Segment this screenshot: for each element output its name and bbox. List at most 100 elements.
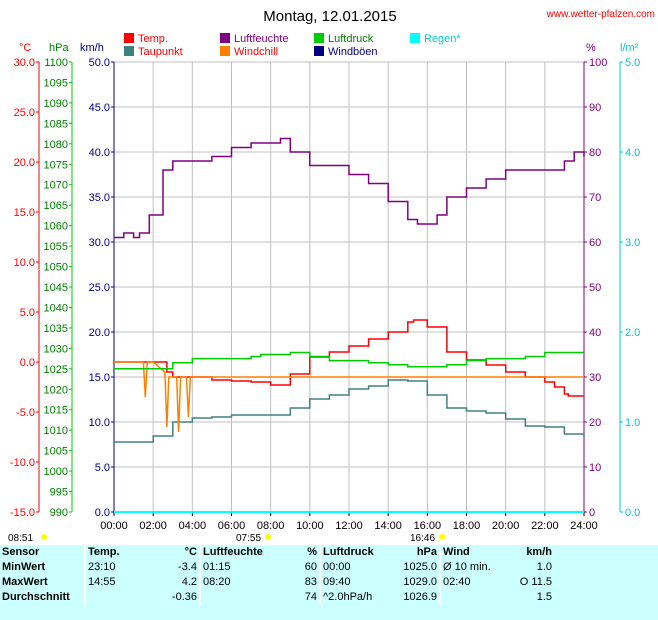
legend-swatch-gusts <box>314 46 324 56</box>
axes <box>36 61 623 516</box>
chart-title: Montag, 12.01.2015 <box>263 8 396 25</box>
pressure-tick-label: 1060 <box>44 221 68 233</box>
series-windchill <box>114 361 584 433</box>
cell-press-time: 00:00 <box>319 560 380 575</box>
hdr-humidity: Luftfeuchte <box>199 545 270 560</box>
rain-tick-label: 3.0 <box>625 237 640 249</box>
wind-tick-label: 45.0 <box>89 102 110 114</box>
wind-tick-label: 5.0 <box>95 462 110 474</box>
pressure-tick-label: 1090 <box>44 98 68 110</box>
cell-temp-value: -0.36 <box>171 591 197 603</box>
weather-chart: Montag, 12.01.2015 www.wetter-pfalzen.co… <box>8 8 655 544</box>
humidity-tick-label: 90 <box>589 102 601 114</box>
pressure-tick-label: 1100 <box>44 57 68 69</box>
table-row: MinWert 23:10 -3.4 01:15 60 00:00 1025.0… <box>0 560 554 575</box>
pressure-tick-label: 1015 <box>44 405 68 417</box>
wind-tick-label: 0.0 <box>95 507 110 519</box>
humidity-tick-label: 50 <box>589 282 601 294</box>
hdr-temp: Temp. <box>84 545 140 560</box>
legend-rain: Regen* <box>424 33 461 45</box>
wind-tick-label: 30.0 <box>89 237 110 249</box>
wind-tick-label: 35.0 <box>89 192 110 204</box>
cell-hum-value: 74 <box>304 591 317 603</box>
source-link[interactable]: www.wetter-pfalzen.com <box>546 9 655 20</box>
rain-tick-label: 4.0 <box>625 147 640 159</box>
cell-temp-value: 4.2 <box>181 576 197 588</box>
pressure-tick-label: 1000 <box>44 466 68 478</box>
temp-tick-label: -5.0 <box>16 407 35 419</box>
rain-tick-label: 1.0 <box>625 417 640 429</box>
series-luftfeuchte <box>114 137 585 239</box>
temp-tick-label: 20.0 <box>14 157 35 169</box>
legend-swatch-humidity <box>220 33 230 43</box>
temp-tick-label: 10.0 <box>14 257 35 269</box>
x-tick-label: 02:00 <box>139 520 167 532</box>
humidity-tick-label: 70 <box>589 192 601 204</box>
temp-tick-label: 15.0 <box>14 207 35 219</box>
pressure-tick-label: 1005 <box>44 446 68 458</box>
pressure-tick-label: 1050 <box>44 262 68 274</box>
grid <box>113 61 585 513</box>
pressure-tick-label: 995 <box>50 487 68 499</box>
rain-tick-label: 5.0 <box>625 57 640 69</box>
wind-tick-label: 15.0 <box>89 372 110 384</box>
temp-tick-label: -10.0 <box>10 457 35 469</box>
sunset-icon <box>439 534 445 540</box>
cell-temp-time: 14:55 <box>84 575 140 590</box>
cell-wind-value: O 11.5 <box>519 576 552 588</box>
wind-axis-label: km/h <box>80 42 104 54</box>
x-tick-label: 14:00 <box>374 520 402 532</box>
pressure-tick-label: 1030 <box>44 343 68 355</box>
cell-press-time: ^2.0hPa/h <box>319 590 380 605</box>
pressure-tick-label: 1055 <box>44 241 68 253</box>
x-tick-label: 08:00 <box>257 520 285 532</box>
cell-press-time: 09:40 <box>319 575 380 590</box>
legend-temp: Temp. <box>138 33 168 45</box>
wind-tick-label: 25.0 <box>89 282 110 294</box>
temp-tick-label: 30.0 <box>14 57 35 69</box>
cell-wind-label: 02:40 <box>439 575 500 590</box>
sun-noon-icon <box>265 534 271 540</box>
legend-windchill: Windchill <box>234 46 278 58</box>
humidity-tick-label: 0 <box>589 507 595 519</box>
cell-wind-label <box>439 590 500 605</box>
cell-hum-value: 83 <box>304 576 317 588</box>
legend: Temp. Luftfeuchte Luftdruck Regen* Taupu… <box>124 33 461 58</box>
cell-press-value: 1025.0 <box>403 561 437 573</box>
table-row: MaxWert 14:55 4.2 08:20 83 09:40 1029.0 … <box>0 575 554 590</box>
cell-hum-time <box>199 590 270 605</box>
hdr-sensor: Sensor <box>2 546 40 558</box>
temp-axis-label: °C <box>19 42 31 54</box>
pressure-tick-label: 1085 <box>44 118 68 130</box>
cell-press-value: 1029.0 <box>403 576 437 588</box>
temp-tick-label: 0.0 <box>20 357 35 369</box>
cell-hum-time: 01:15 <box>199 560 270 575</box>
humidity-tick-label: 30 <box>589 372 601 384</box>
hdr-pressure: Luftdruck <box>319 545 380 560</box>
humidity-tick-label: 20 <box>589 417 601 429</box>
pressure-tick-label: 1025 <box>44 364 68 376</box>
humidity-tick-label: 40 <box>589 327 601 339</box>
pressure-tick-label: 1070 <box>44 180 68 192</box>
humidity-tick-label: 80 <box>589 147 601 159</box>
legend-gusts: Windböen <box>328 46 378 58</box>
pressure-tick-label: 1010 <box>44 425 68 437</box>
x-tick-label: 00:00 <box>100 520 128 532</box>
noon-time: 07:55 <box>236 533 261 544</box>
sunset-time: 16:46 <box>410 533 435 544</box>
cell-wind-label: Ø 10 min. <box>439 560 500 575</box>
humidity-tick-label: 10 <box>589 462 601 474</box>
data-series <box>114 137 585 513</box>
legend-pressure: Luftdruck <box>328 33 374 45</box>
pressure-tick-label: 1035 <box>44 323 68 335</box>
cell-wind-value: 1.0 <box>536 561 552 573</box>
x-tick-label: 24:00 <box>570 520 598 532</box>
wind-tick-label: 20.0 <box>89 327 110 339</box>
pressure-tick-label: 990 <box>50 507 68 519</box>
pressure-tick-label: 1045 <box>44 282 68 294</box>
legend-swatch-pressure <box>314 33 324 43</box>
pressure-tick-label: 1080 <box>44 139 68 151</box>
cell-press-value: 1026.9 <box>403 591 437 603</box>
cell-temp-time <box>84 590 140 605</box>
humidity-tick-label: 100 <box>589 57 607 69</box>
